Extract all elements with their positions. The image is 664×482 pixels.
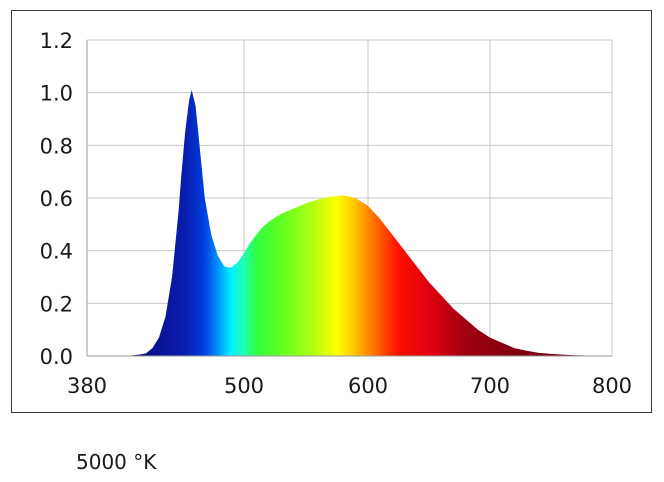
x-tick-label: 700 [470, 374, 510, 398]
x-tick-label: 600 [348, 374, 388, 398]
x-tick-label: 800 [592, 374, 632, 398]
plot-area [87, 90, 612, 356]
y-tick-label: 0.0 [40, 345, 73, 369]
axes [86, 40, 612, 357]
y-tick-label: 0.2 [40, 292, 73, 316]
y-tick-label: 1.0 [40, 82, 73, 106]
y-tick-label: 1.2 [40, 29, 73, 53]
spectrum-area [87, 90, 612, 356]
y-tick-label: 0.6 [40, 187, 73, 211]
x-tick-labels: 380 500 600 700 800 [67, 374, 632, 398]
y-tick-labels: 1.2 1.0 0.8 0.6 0.4 0.2 0.0 [40, 29, 73, 369]
x-tick-label: 380 [67, 374, 107, 398]
y-tick-label: 0.4 [40, 240, 73, 264]
y-tick-label: 0.8 [40, 134, 73, 158]
color-temperature-caption: 5000 °K [76, 450, 157, 474]
x-tick-label: 500 [224, 374, 264, 398]
